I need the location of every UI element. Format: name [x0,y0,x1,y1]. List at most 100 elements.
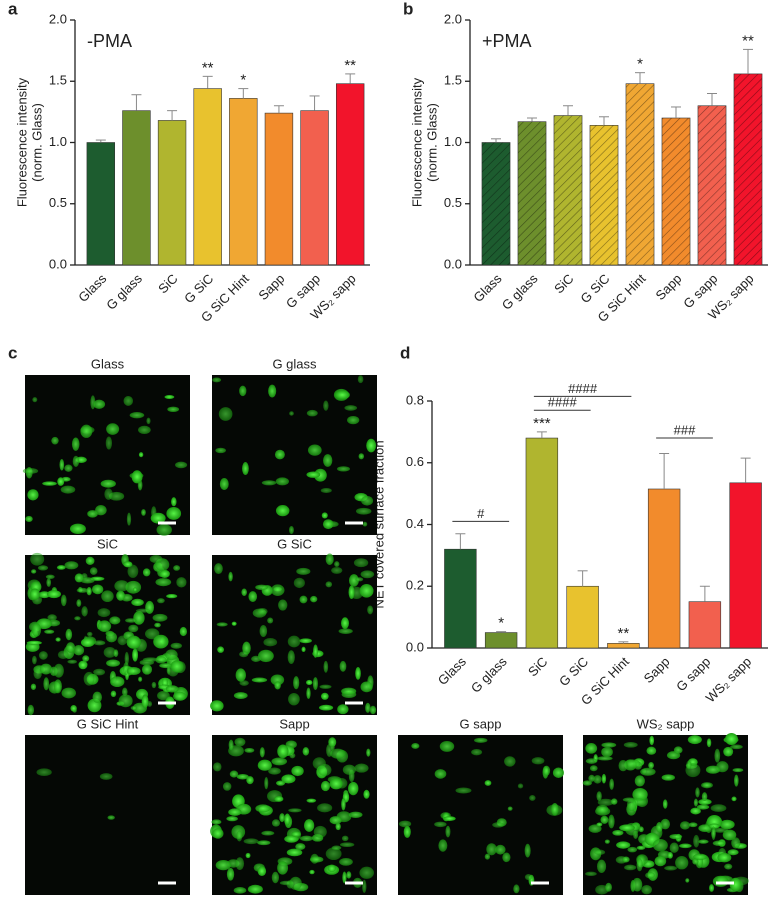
cell [124,651,129,666]
cell [117,635,128,646]
bar [484,632,518,649]
cell [226,867,235,881]
cell [328,737,337,748]
cell [83,671,95,686]
cell [61,687,76,699]
cell [279,813,285,823]
cell [504,756,516,767]
x-tick-label: G SiC [556,654,591,689]
cell [725,732,738,746]
cell [455,787,472,794]
cell [320,488,332,494]
cell [151,681,157,689]
cell [274,449,285,460]
cell [306,687,311,700]
cell [347,415,360,425]
cell [211,819,222,825]
cell [289,752,296,759]
cell [215,447,227,454]
cell [216,622,228,627]
cell [259,747,265,758]
cell [255,584,268,591]
cell [78,660,88,670]
cell [129,412,145,419]
cell [110,676,125,688]
cell [268,384,277,398]
cell [213,762,222,772]
cell [660,818,671,830]
cell [74,573,84,583]
cell [648,762,654,769]
cell [121,687,128,697]
cell [531,757,545,765]
x-tick-label: G glass [468,654,510,696]
cell [132,648,139,662]
cell [116,590,125,601]
annotation: ** [344,57,356,74]
y-tick-label: 0.6 [406,454,424,469]
cell [286,848,303,857]
y-tick-label: 0.2 [406,578,424,593]
cell [270,674,285,686]
cell [605,882,612,892]
cell [705,765,721,774]
cell [271,757,288,766]
cell [95,505,107,516]
cell [287,650,295,665]
subtitle: -PMA [87,31,132,51]
cell [293,676,300,690]
image-label: WS₂ sapp [637,716,695,731]
cell [600,815,609,824]
cell [86,587,92,596]
cell [56,565,66,570]
x-tick-label: Sapp [641,654,673,686]
x-tick-label: G sapp [673,654,713,694]
cell [667,851,673,859]
cell [654,856,667,867]
cell [44,629,55,634]
cell [310,595,318,603]
cell [722,829,737,841]
cell [295,843,306,851]
y-tick-label: 0.5 [444,195,462,210]
cell [287,635,301,648]
cell [695,787,700,798]
cell [103,646,116,658]
cell [291,831,301,837]
cell [236,830,243,842]
cell [127,564,139,578]
cell [257,607,268,615]
x-tick-label: SiC [155,271,180,296]
cell [596,822,603,827]
cell [335,822,341,831]
panel-label: b [403,0,413,18]
cell [706,738,712,748]
cell [624,864,637,871]
cell [329,816,342,825]
cell [344,405,358,411]
cell [141,694,149,709]
cell [293,577,305,589]
cell [367,605,374,615]
cell [64,464,73,472]
cell [314,468,327,482]
cell [340,842,355,848]
cell [60,485,76,494]
cell [141,509,146,516]
image-label: SiC [97,536,118,551]
cell [641,885,653,895]
cell [306,679,313,686]
cell [65,628,73,641]
cell [698,839,709,844]
cell [264,777,269,790]
cell [222,782,232,791]
cell [323,454,333,467]
cell [646,746,657,755]
cell [80,577,95,584]
cell [327,864,336,873]
cell [150,512,166,524]
annotation: ** [618,625,630,642]
cell [30,683,37,690]
cell [337,704,349,715]
cell [517,783,524,789]
